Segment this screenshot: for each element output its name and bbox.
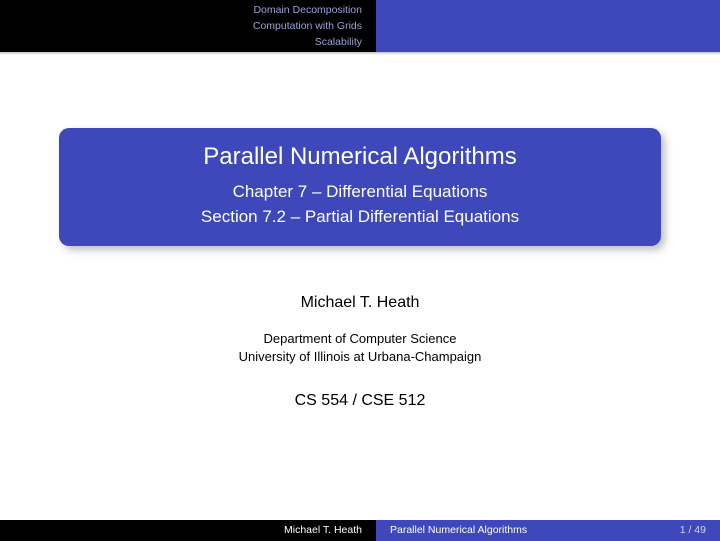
section-subtitle: Section 7.2 – Partial Differential Equat… [79,204,641,229]
presentation-title: Parallel Numerical Algorithms [79,143,641,171]
footer-page-number: 1 / 49 [648,520,720,541]
slide-footer: Michael T. Heath Parallel Numerical Algo… [0,520,720,541]
slide-header: Domain Decomposition Computation with Gr… [0,0,720,52]
nav-item[interactable]: Computation with Grids [253,19,362,34]
header-nav: Domain Decomposition Computation with Gr… [0,0,376,52]
title-block: Parallel Numerical Algorithms Chapter 7 … [59,128,661,246]
footer-author: Michael T. Heath [0,520,376,541]
author-university: University of Illinois at Urbana-Champai… [239,348,482,366]
header-accent [376,0,720,52]
author-department: Department of Computer Science [239,330,482,348]
chapter-subtitle: Chapter 7 – Differential Equations [79,179,641,204]
author-block: Michael T. Heath Department of Computer … [239,294,482,410]
footer-title: Parallel Numerical Algorithms [376,520,648,541]
slide-body: Parallel Numerical Algorithms Chapter 7 … [0,55,720,520]
nav-item[interactable]: Domain Decomposition [253,3,362,18]
nav-item[interactable]: Scalability [315,35,362,50]
course-code: CS 554 / CSE 512 [239,392,482,410]
author-name: Michael T. Heath [239,294,482,312]
